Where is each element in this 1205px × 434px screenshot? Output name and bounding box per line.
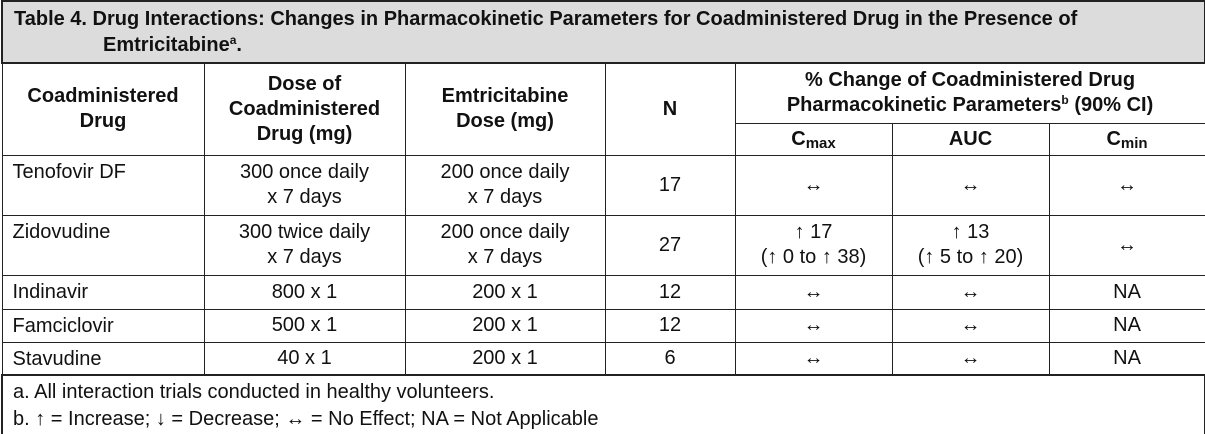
header-text: Pharmacokinetic Parameters bbox=[786, 94, 1062, 117]
data-cell: ↔ bbox=[891, 154, 1050, 216]
data-cell: ↔ bbox=[891, 341, 1050, 376]
header-sub: min bbox=[1120, 134, 1148, 152]
data-cell: ↔ bbox=[891, 274, 1050, 310]
header-sup: b bbox=[1061, 93, 1069, 108]
data-cell: ↔ bbox=[734, 308, 893, 343]
data-cell: 17 bbox=[604, 154, 736, 216]
data-cell: 200 once daily x 7 days bbox=[404, 214, 606, 276]
header-cell: Coadministered Drug bbox=[1, 62, 205, 156]
table-row: Tenofovir DF 300 once daily x 7 days 200 on… bbox=[1, 154, 1205, 216]
header-text: C bbox=[1106, 127, 1121, 150]
data-cell: ↔ bbox=[734, 274, 893, 310]
data-cell: 200 x 1 bbox=[404, 274, 606, 310]
cell-line: Dose (mg) bbox=[456, 110, 554, 133]
drug-cell: Zidovudine bbox=[1, 214, 205, 276]
title-text: Table 4. Drug Interactions: Changes in P… bbox=[14, 8, 1078, 56]
data-cell: 6 bbox=[604, 341, 736, 376]
data-cell: 12 bbox=[604, 274, 736, 310]
data-cell: 300 twice daily x 7 days bbox=[203, 214, 406, 276]
table-row: Famciclovir 500 x 1 200 x 1 12 ↔ ↔ NA bbox=[1, 308, 1205, 343]
header-cell: AUC bbox=[891, 122, 1050, 156]
drug-cell: Famciclovir bbox=[1, 308, 205, 343]
data-cell: 500 x 1 bbox=[203, 308, 406, 343]
cell-line: x 7 days bbox=[467, 246, 543, 268]
table-body: Tenofovir DF 300 once daily x 7 days 200 on… bbox=[1, 154, 1205, 376]
drug-cell: Indinavir bbox=[1, 274, 205, 310]
table-row: Stavudine 40 x 1 200 x 1 6 ↔ ↔ NA bbox=[1, 341, 1205, 376]
data-cell: ↔ bbox=[1048, 214, 1205, 276]
header-text: (90% CI) bbox=[1074, 94, 1154, 117]
header-cell: Emtricitabine Dose (mg) bbox=[404, 62, 606, 156]
drug-cell: Stavudine bbox=[1, 341, 205, 376]
cell-line: Dose of bbox=[267, 72, 342, 95]
drug-cell: Tenofovir DF bbox=[1, 154, 205, 216]
footnotes: a. All interaction trials conducted in h… bbox=[0, 374, 1205, 434]
table-title: Table 4. Drug Interactions: Changes in P… bbox=[0, 0, 1205, 64]
cell-line: Drug bbox=[79, 110, 127, 133]
header-cell: N bbox=[604, 62, 736, 156]
data-cell: ↑ 13 (↑ 5 to ↑ 20) bbox=[891, 214, 1050, 276]
data-cell: 200 x 1 bbox=[404, 341, 606, 376]
data-cell: 200 once daily x 7 days bbox=[404, 154, 606, 216]
header-cell: Dose of Coadministered Drug (mg) bbox=[203, 62, 406, 156]
cell-line: Emtricitabine bbox=[441, 85, 569, 108]
data-cell: 200 x 1 bbox=[404, 308, 606, 343]
cell-line: 300 twice daily bbox=[238, 221, 371, 243]
cell-line: 200 once daily bbox=[440, 161, 570, 183]
cell-line: 300 once daily bbox=[240, 161, 369, 183]
data-cell: 300 once daily x 7 days bbox=[203, 154, 406, 216]
data-cell: 40 x 1 bbox=[203, 341, 406, 376]
cell-line: (↑ 5 to ↑ 20) bbox=[917, 246, 1024, 268]
cell-line: x 7 days bbox=[467, 186, 543, 208]
cell-line: Coadministered bbox=[27, 85, 179, 108]
table-row: Zidovudine 300 twice daily x 7 days 200 onc… bbox=[1, 214, 1205, 276]
cell-line: Coadministered bbox=[228, 97, 381, 120]
data-cell: ↔ bbox=[734, 341, 893, 376]
cell-line: 200 once daily bbox=[440, 221, 570, 243]
data-cell: 800 x 1 bbox=[203, 274, 406, 310]
data-cell: ↔ bbox=[891, 308, 1050, 343]
header-cell: % Change of Coadministered Drug Pharmacok… bbox=[734, 62, 1205, 124]
table-row: Indinavir 800 x 1 200 x 1 12 ↔ ↔ NA bbox=[1, 274, 1205, 310]
cell-line: b. ↑ = Increase; ↓ = Decrease; ↔ = No Ef… bbox=[13, 408, 599, 430]
data-cell: ↑ 17 (↑ 0 to ↑ 38) bbox=[734, 214, 893, 276]
title-end: . bbox=[236, 34, 242, 56]
cell-line: Drug (mg) bbox=[256, 122, 353, 145]
header-cell: Cmin bbox=[1048, 122, 1205, 156]
cell-line: x 7 days bbox=[267, 186, 342, 208]
title-sup: a bbox=[229, 33, 237, 47]
data-cell: 12 bbox=[604, 308, 736, 343]
data-cell: 27 bbox=[604, 214, 736, 276]
header-cell: Cmax bbox=[734, 122, 893, 156]
data-cell: NA bbox=[1048, 341, 1205, 376]
cell-line: (↑ 0 to ↑ 38) bbox=[760, 246, 867, 268]
header-sub: max bbox=[805, 134, 836, 152]
data-cell: NA bbox=[1048, 274, 1205, 310]
cell-line: ↑ 13 bbox=[951, 221, 990, 243]
data-cell: ↔ bbox=[734, 154, 893, 216]
header-line: % Change of Coadministered Drug bbox=[805, 69, 1136, 92]
cell-line: a. All interaction trials conducted in h… bbox=[13, 381, 495, 403]
header-line: Pharmacokinetic Parametersb (90% CI) bbox=[744, 93, 1197, 118]
cell-line: ↑ 17 bbox=[794, 221, 833, 243]
data-cell: ↔ bbox=[1048, 154, 1205, 216]
header-text: C bbox=[791, 127, 806, 150]
data-cell: NA bbox=[1048, 308, 1205, 343]
cell-line: x 7 days bbox=[267, 246, 342, 268]
